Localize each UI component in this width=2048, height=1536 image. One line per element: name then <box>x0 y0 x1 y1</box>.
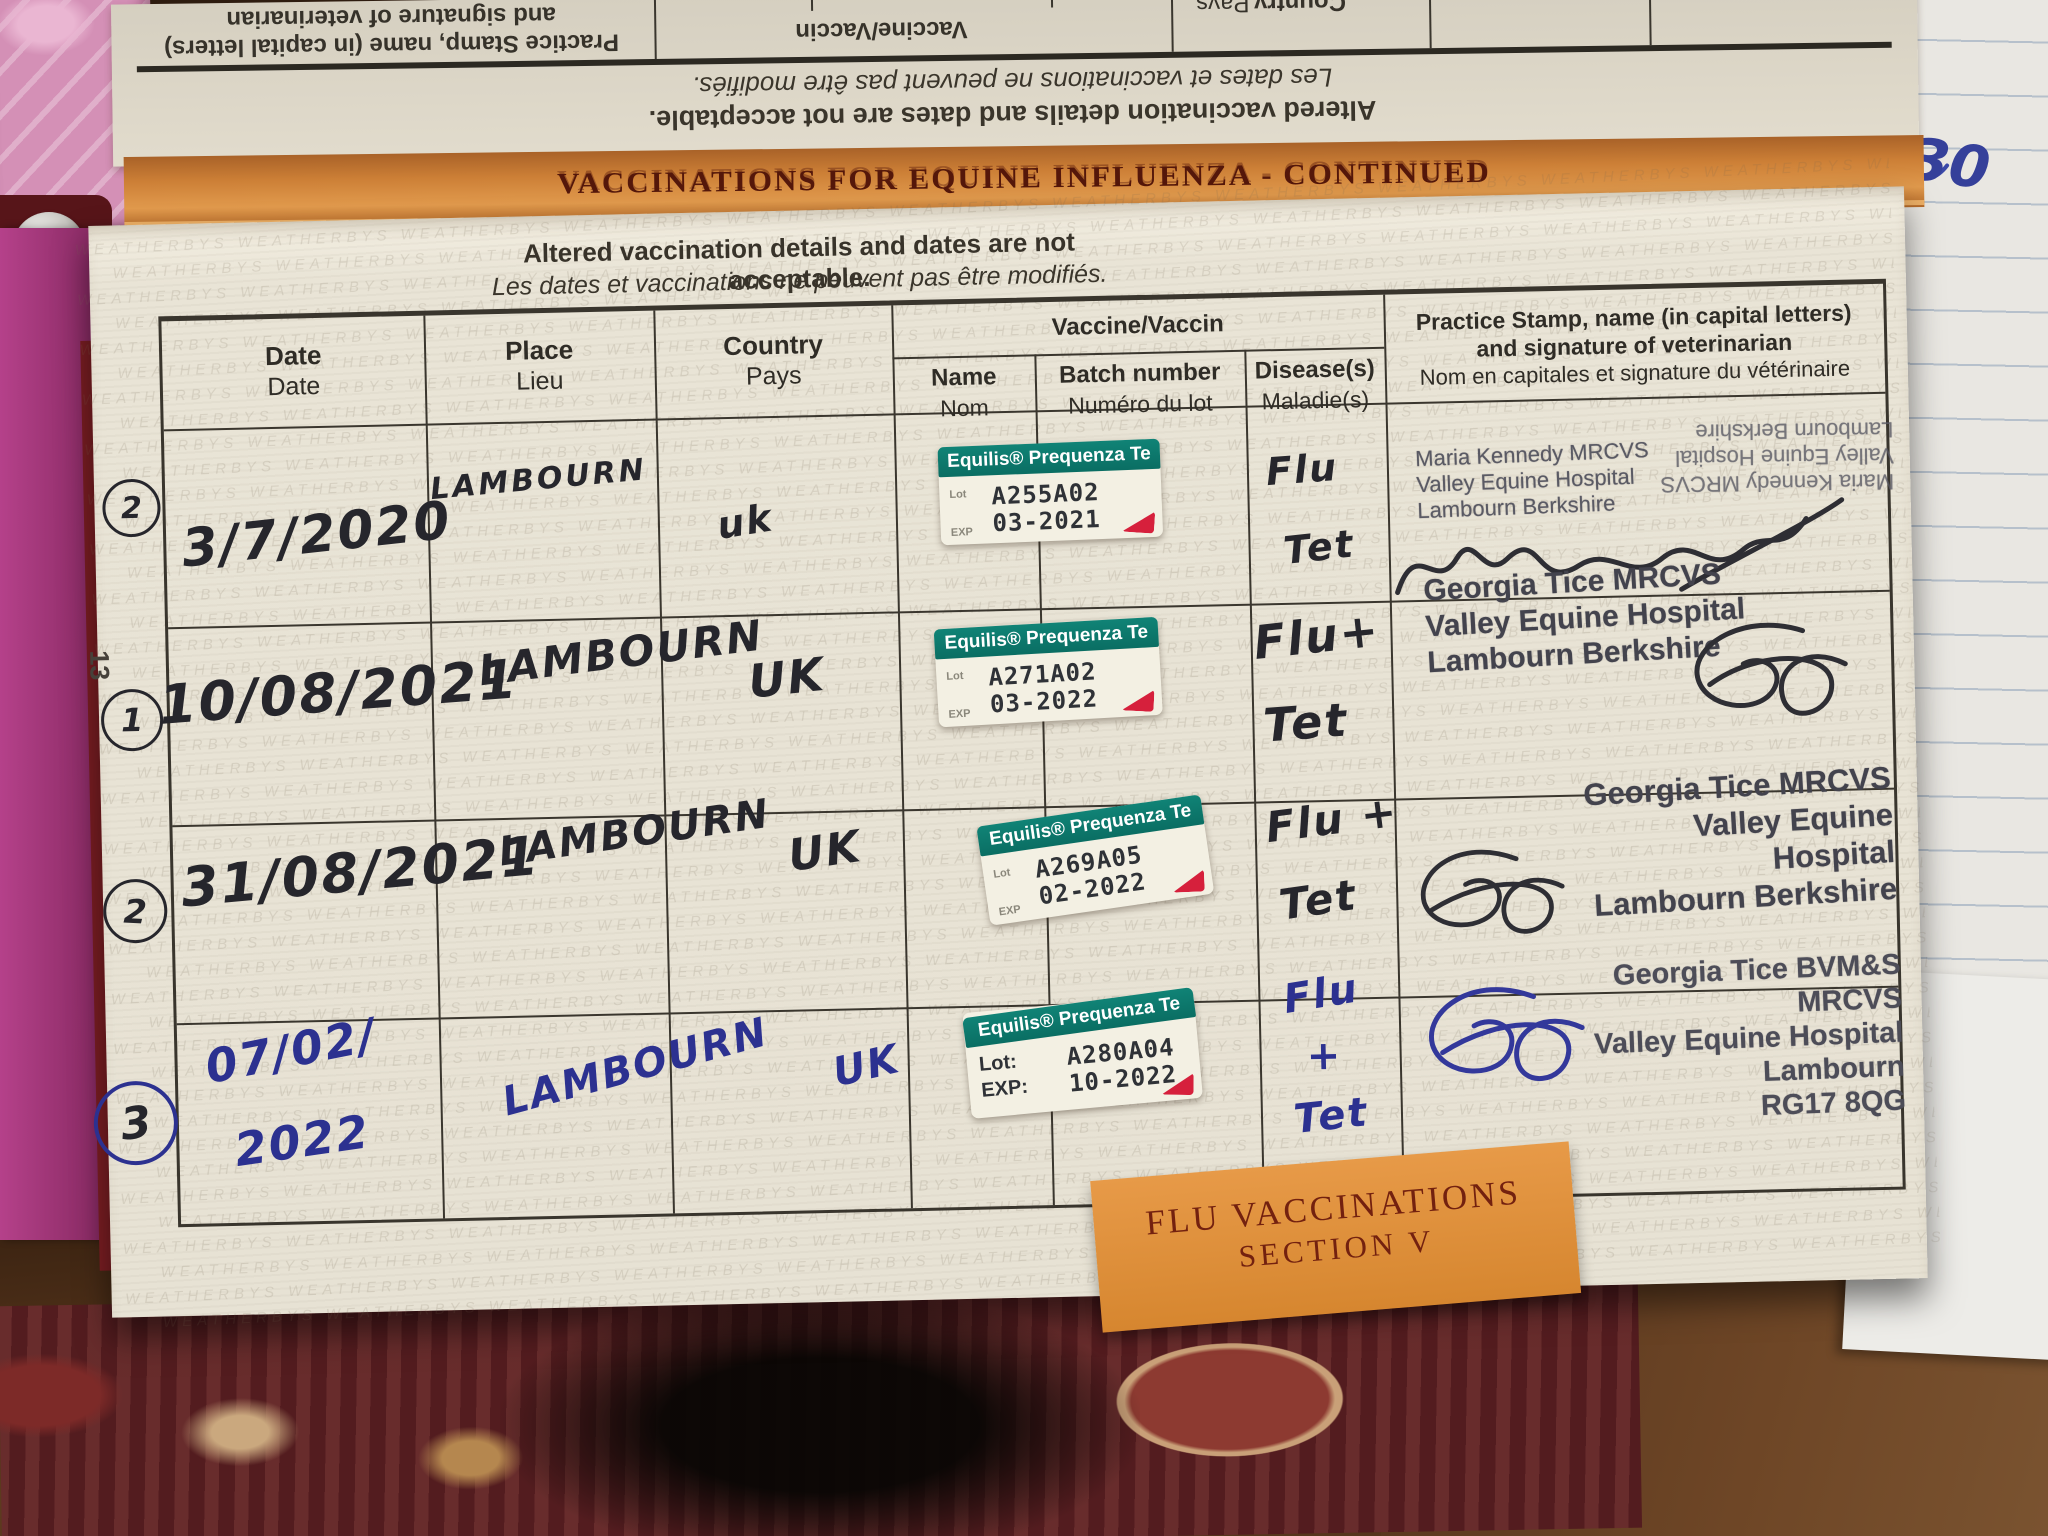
sticker-red-notch <box>1121 509 1156 534</box>
facing-grid-tick <box>810 0 814 11</box>
facing-grid-line <box>653 0 657 60</box>
header-date: Date Date <box>264 339 322 402</box>
row4-disease-3: Tet <box>1291 1089 1371 1143</box>
margin-dose-number: 2 <box>101 877 169 945</box>
facing-grid-tick <box>1050 0 1054 8</box>
signature-scrawl <box>1428 987 1585 1082</box>
signature-scrawl <box>1694 622 1848 716</box>
header-stamp: Practice Stamp, name (in capital letters… <box>1415 299 1852 390</box>
row1-country: uk <box>713 495 777 548</box>
shadow-blob <box>500 1290 1140 1536</box>
sticker-lot-exp: A255A02 03-2021 <box>990 478 1102 538</box>
vaccine-sticker: Equilis® Prequenza Te Lot EXP A271A02 03… <box>933 616 1163 728</box>
facing-stamp-line2: and signature of veterinarian <box>226 1 557 34</box>
sticker-lot-exp: A269A05 02-2022 <box>1033 840 1149 911</box>
sticker-red-notch <box>1171 869 1205 893</box>
facing-grid-line <box>1428 0 1432 49</box>
facing-stamp-line1: Practice Stamp, name (in capital letters… <box>163 28 620 62</box>
header-disease: Disease(s) Maladie(s) <box>1254 354 1376 415</box>
facing-notice: Altered vaccination details and dates ar… <box>648 62 1377 136</box>
page-number: 13 <box>84 649 115 681</box>
facing-country-header: Country Pays <box>1195 0 1347 18</box>
facing-grid-line <box>1170 0 1174 52</box>
row2-disease-2: Tet <box>1261 692 1350 753</box>
vaccination-record-page: WEATHERBYS WEATHERBYS WEATHERBYS WEATHER… <box>74 151 1941 1333</box>
vaccine-sticker: Equilis® Prequenza Te Lot EXP A255A02 03… <box>937 438 1164 546</box>
vet-stamp: Georgia Tice MRCVS Valley Equine Hospita… <box>1582 760 1899 924</box>
vaccine-sticker: Equilis® Prequenza Te Lot: EXP: A280A04 … <box>962 987 1204 1119</box>
sticker-red-notch <box>1161 1072 1194 1096</box>
row3-country: UK <box>784 820 866 883</box>
row4-disease-2: + <box>1306 1032 1343 1080</box>
signature-scrawl <box>1420 849 1565 934</box>
row1-disease-1: Flu <box>1264 444 1340 495</box>
header-vaccine-group: Vaccine/Vaccin <box>1051 310 1225 341</box>
vet-stamp-flipped: Maria Kennedy MRCVS Valley Equine Hospit… <box>1660 417 1895 498</box>
margin-dose-number: 1 <box>100 688 164 752</box>
facing-stamp-header: Practice Stamp, name (in capital letters… <box>151 0 632 62</box>
header-place: Place Lieu <box>504 334 574 396</box>
vet-stamp: Georgia Tice BVM&S MRCVS Valley Equine H… <box>1593 948 1907 1123</box>
sticker-lot-exp: A271A02 03-2022 <box>987 657 1099 719</box>
margin-dose-number: 2 <box>101 478 162 538</box>
row2-country: UK <box>745 646 829 709</box>
header-batch: Batch number Numéro du lot <box>1058 358 1221 419</box>
signature-scrawl <box>1395 497 1845 595</box>
row1-disease-2: Tet <box>1281 521 1357 573</box>
header-name: Name Nom <box>930 363 997 422</box>
facing-vaccine-header: Vaccine/Vaccin <box>795 15 968 46</box>
grid-line <box>423 315 446 1219</box>
facing-grid-line <box>1648 0 1652 46</box>
header-country: Country Pays <box>722 328 824 391</box>
grid-line <box>1383 294 1405 1198</box>
grid-line <box>1244 349 1265 1201</box>
sticker-red-notch <box>1121 688 1155 712</box>
